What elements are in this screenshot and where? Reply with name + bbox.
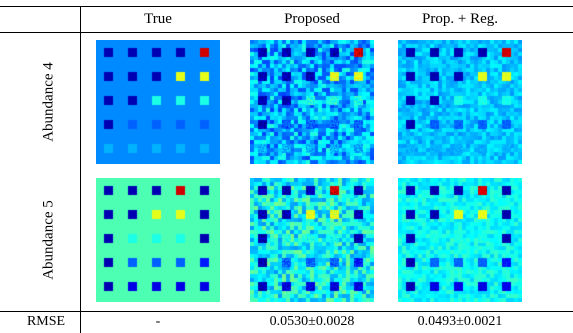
abundance-4-proposed-map bbox=[250, 40, 374, 164]
rmse-true: - bbox=[155, 314, 161, 329]
rmse-proposed: 0.0530±0.0028 bbox=[269, 314, 355, 329]
abundance-4-true-map bbox=[96, 40, 220, 164]
rmse-prop-reg: 0.0493±0.0021 bbox=[417, 314, 503, 329]
abundance-5-prop-reg-map bbox=[398, 178, 522, 302]
rmse-label: RMSE bbox=[26, 314, 66, 329]
abundance-4-prop-reg-map bbox=[398, 40, 522, 164]
rmse-rule bbox=[0, 311, 573, 312]
header-proposed: Proposed bbox=[284, 11, 340, 27]
abundance-5-true-map bbox=[96, 178, 220, 302]
header-true: True bbox=[144, 11, 172, 27]
header-prop-reg: Prop. + Reg. bbox=[422, 11, 498, 27]
header-rule bbox=[0, 32, 573, 33]
top-rule bbox=[0, 6, 573, 7]
row-label-abundance-5: Abundance 5 bbox=[40, 200, 57, 280]
abundance-5-proposed-map bbox=[250, 178, 374, 302]
row-label-abundance-4: Abundance 4 bbox=[40, 62, 57, 142]
column-divider bbox=[80, 6, 81, 333]
